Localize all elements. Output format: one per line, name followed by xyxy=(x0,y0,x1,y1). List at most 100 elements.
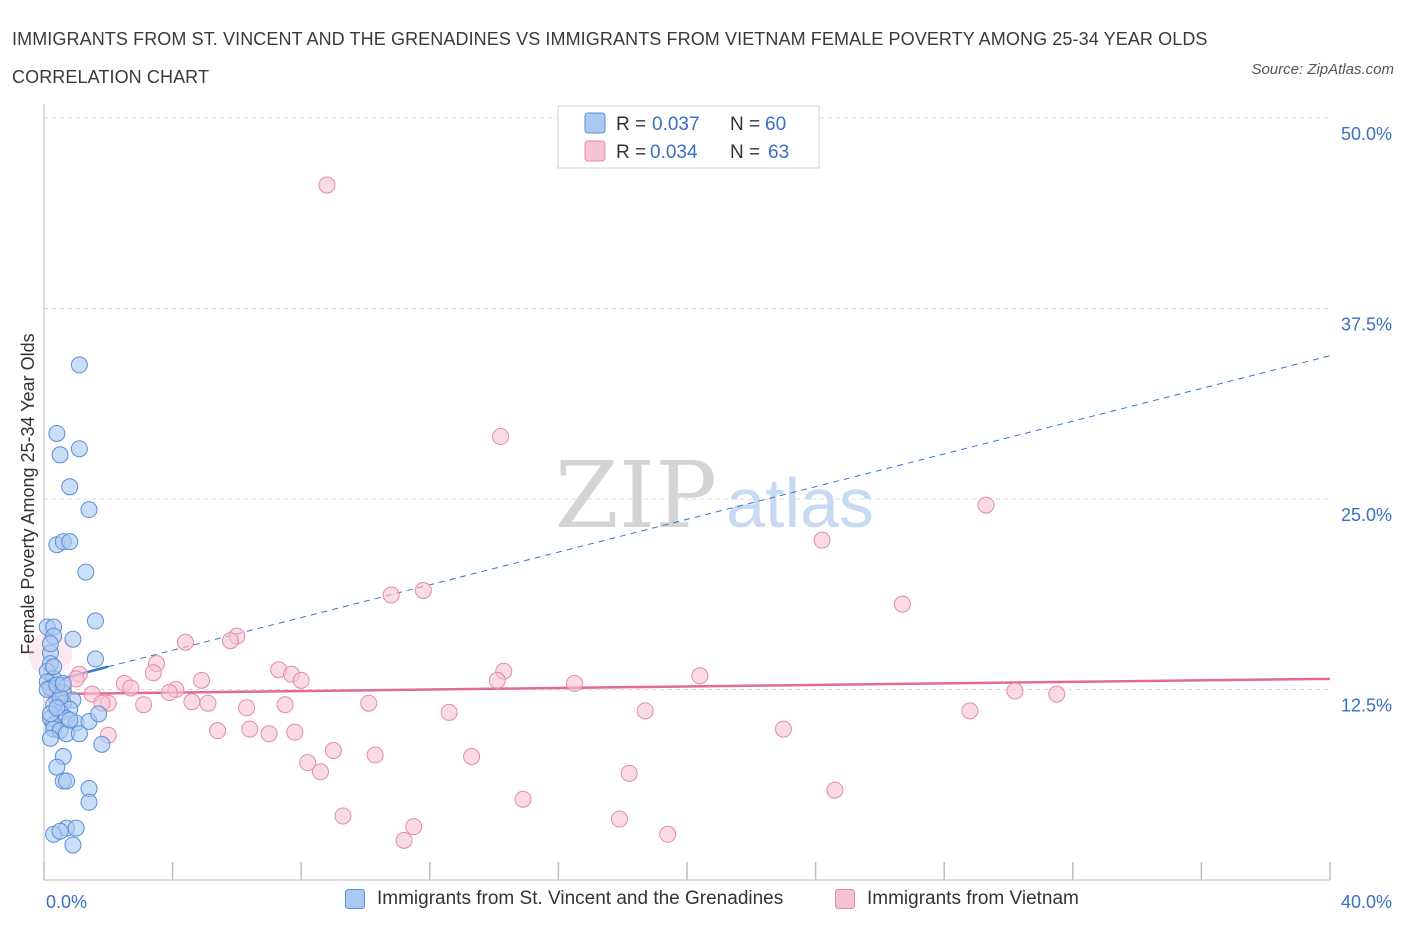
vietnam-point-47 xyxy=(366,746,384,764)
watermark-zip: ZIP xyxy=(555,442,717,549)
vietnam-point-36 xyxy=(238,699,256,717)
stvincent-point-45 xyxy=(80,793,98,811)
x-tick-label-1: 40.0% xyxy=(1341,892,1392,912)
vietnam-point-42 xyxy=(260,725,278,743)
x-tick-labels: 0.0% 40.0% xyxy=(46,892,1392,912)
stvincent-point-8 xyxy=(61,533,79,551)
vietnam-point-53 xyxy=(514,790,532,808)
vietnam-point-45 xyxy=(774,720,792,738)
vietnam-point-56 xyxy=(405,818,423,836)
stvincent-point-55 xyxy=(61,711,79,729)
stvincent-point-50 xyxy=(64,836,82,854)
legend-n-label-1: N = xyxy=(730,114,760,135)
vietnam-point-46 xyxy=(324,741,342,759)
stvincent-point-47 xyxy=(67,819,85,837)
stvincent-point-4 xyxy=(61,478,79,496)
vietnam-point-34 xyxy=(276,696,294,714)
vietnam-point-37 xyxy=(440,703,458,721)
watermark-atlas: atlas xyxy=(726,464,874,542)
vietnam-point-50 xyxy=(311,763,329,781)
vietnam-point-43 xyxy=(286,723,304,741)
stvincent-point-43 xyxy=(58,772,76,790)
vietnam-point-25 xyxy=(1006,682,1024,700)
vietnam-point-32 xyxy=(135,696,153,714)
stvincent-point-49 xyxy=(51,822,69,840)
stvincent-point-41 xyxy=(48,758,66,776)
vietnam-point-3 xyxy=(813,531,831,549)
vietnam-point-22 xyxy=(122,679,140,697)
stvincent-point-58 xyxy=(41,635,59,653)
legend-label-stvincent: Immigrants from St. Vincent and the Gren… xyxy=(377,888,784,909)
stvincent-point-10 xyxy=(86,612,104,630)
vietnam-point-54 xyxy=(334,807,352,825)
stvincent-point-3 xyxy=(51,446,69,464)
stvincent-point-38 xyxy=(41,729,59,747)
stvincent-point-5 xyxy=(80,501,98,519)
legend-swatch-vietnam xyxy=(584,140,606,162)
vietnam-point-2 xyxy=(977,496,995,514)
y-tick-label-1: 25.0% xyxy=(1341,505,1392,525)
vietnam-point-8 xyxy=(221,632,239,650)
vietnam-point-38 xyxy=(636,702,654,720)
stvincent-point-59 xyxy=(48,699,66,717)
stvincent-point-57 xyxy=(45,658,63,676)
legend-item-stvincent: Immigrants from St. Vincent and the Gren… xyxy=(345,888,783,910)
vietnam-point-33 xyxy=(199,694,217,712)
legend-bottom: Immigrants from St. Vincent and the Gren… xyxy=(0,888,1406,918)
y-tick-label-0: 12.5% xyxy=(1341,696,1392,716)
vietnam-point-26 xyxy=(1048,685,1066,703)
legend-r-value-2: 0.034 xyxy=(650,142,698,163)
y-axis-label: Female Poverty Among 25-34 Year Olds xyxy=(18,333,38,654)
stvincent-point-0 xyxy=(70,356,88,374)
series-vietnam-points xyxy=(28,176,1066,849)
stvincent-point-56 xyxy=(54,674,72,692)
y-tick-labels: 12.5% 25.0% 37.5% 50.0% xyxy=(1341,124,1392,716)
vietnam-point-35 xyxy=(360,694,378,712)
legend-item-vietnam: Immigrants from Vietnam xyxy=(835,888,1079,910)
vietnam-point-20 xyxy=(565,674,583,692)
vietnam-point-57 xyxy=(659,825,677,843)
vietnam-point-55 xyxy=(610,810,628,828)
legend-n-label-2: N = xyxy=(730,142,760,163)
legend-n-value-1: 60 xyxy=(765,114,786,135)
vietnam-point-39 xyxy=(961,702,979,720)
stvincent-point-37 xyxy=(70,725,88,743)
vietnam-point-13 xyxy=(144,664,162,682)
vietnam-point-5 xyxy=(382,586,400,604)
stvincent-point-14 xyxy=(64,630,82,648)
legend-r-label-2: R = xyxy=(616,142,646,163)
stvincent-point-33 xyxy=(90,705,108,723)
trend-line-stvincent-dashed xyxy=(108,355,1331,668)
vietnam-point-49 xyxy=(299,754,317,772)
vietnam-point-40 xyxy=(209,722,227,740)
vietnam-point-0 xyxy=(318,176,336,194)
stvincent-point-16 xyxy=(86,650,104,668)
vietnam-point-48 xyxy=(463,748,481,766)
y-tick-label-3: 50.0% xyxy=(1341,124,1392,144)
legend-r-value-1: 0.037 xyxy=(652,114,700,135)
source-label: Source: ZipAtlas.com xyxy=(1251,61,1394,78)
vietnam-point-18 xyxy=(292,671,310,689)
y-tick-label-2: 37.5% xyxy=(1341,315,1392,335)
legend-top: R = 0.037 N = 60 R = 0.034 N = 63 xyxy=(557,105,820,169)
vietnam-point-30 xyxy=(183,693,201,711)
vietnam-point-41 xyxy=(241,720,259,738)
legend-swatch-stvincent-bottom xyxy=(345,889,365,909)
legend-label-vietnam: Immigrants from Vietnam xyxy=(867,888,1079,909)
stvincent-point-2 xyxy=(70,440,88,458)
gridlines xyxy=(44,117,1330,690)
stvincent-point-1 xyxy=(48,424,66,442)
x-tick-label-0: 0.0% xyxy=(46,892,87,912)
vietnam-point-1 xyxy=(492,428,510,446)
series-stvincent-points xyxy=(38,356,111,854)
vietnam-point-51 xyxy=(620,764,638,782)
vietnam-point-4 xyxy=(414,581,432,599)
legend-n-value-2: 63 xyxy=(768,142,789,163)
vietnam-point-9 xyxy=(176,633,194,651)
vietnam-point-17 xyxy=(193,671,211,689)
vietnam-point-52 xyxy=(826,781,844,799)
vietnam-point-16 xyxy=(691,667,709,685)
vietnam-point-19 xyxy=(488,671,506,689)
chart-title: IMMIGRANTS FROM ST. VINCENT AND THE GREN… xyxy=(12,29,1208,87)
